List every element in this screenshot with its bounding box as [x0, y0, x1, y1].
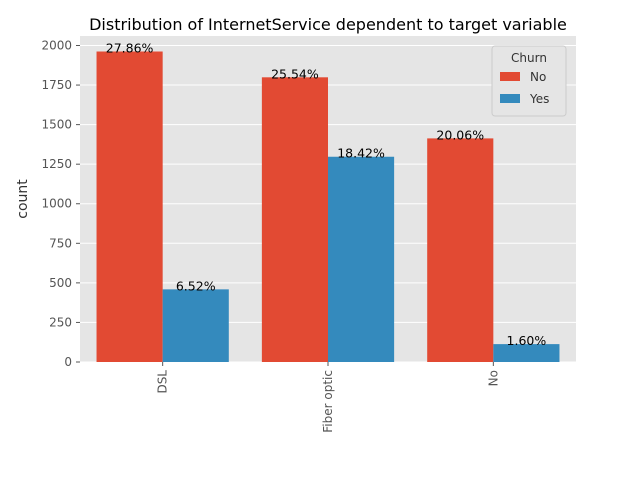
- legend-title: Churn: [511, 51, 547, 65]
- bar-data-label: 20.06%: [436, 127, 484, 142]
- bar-no-2: [427, 138, 494, 362]
- x-tick-label: No: [486, 370, 500, 386]
- x-tick-label: Fiber optic: [321, 370, 335, 433]
- y-tick-label: 1250: [41, 157, 72, 171]
- bar-no-0: [96, 51, 163, 363]
- legend-items: No Yes: [500, 70, 549, 106]
- legend-swatch-no: [500, 72, 520, 81]
- y-tick-label: 1500: [41, 118, 72, 132]
- y-tick-label: 0: [64, 355, 72, 369]
- x-axis-ticks: DSL Fiber optic No: [156, 362, 500, 433]
- y-axis-ticks: 0 250 500 750 1000 1250 1500 1750 2000: [41, 38, 80, 369]
- legend-label: Yes: [529, 92, 549, 106]
- y-tick-label: 500: [49, 276, 72, 290]
- bar-data-label: 6.52%: [176, 278, 216, 293]
- y-tick-label: 1000: [41, 197, 72, 211]
- legend-swatch-yes: [500, 94, 520, 103]
- bar-data-label: 27.86%: [106, 41, 154, 56]
- y-tick-label: 1750: [41, 78, 72, 92]
- bar-data-label: 1.60%: [507, 333, 547, 348]
- bar-labels: 27.86% 6.52% 25.54% 18.42% 20.06% 1.60%: [106, 41, 547, 349]
- bar-no-1: [261, 77, 328, 362]
- chart-title: Distribution of InternetService dependen…: [89, 15, 567, 34]
- y-tick-label: 2000: [41, 38, 72, 52]
- y-tick-label: 750: [49, 236, 72, 250]
- legend-label: No: [530, 70, 546, 84]
- y-axis-label: count: [15, 179, 31, 219]
- bar-yes-0: [162, 289, 229, 362]
- bars: [96, 51, 560, 363]
- y-tick-label: 250: [49, 315, 72, 329]
- bar-yes-1: [328, 156, 395, 362]
- bar-data-label: 18.42%: [337, 146, 385, 161]
- x-tick-label: DSL: [156, 370, 170, 394]
- bar-yes-2: [493, 344, 560, 362]
- bar-data-label: 25.54%: [271, 66, 319, 81]
- legend: Churn No Yes: [491, 45, 567, 117]
